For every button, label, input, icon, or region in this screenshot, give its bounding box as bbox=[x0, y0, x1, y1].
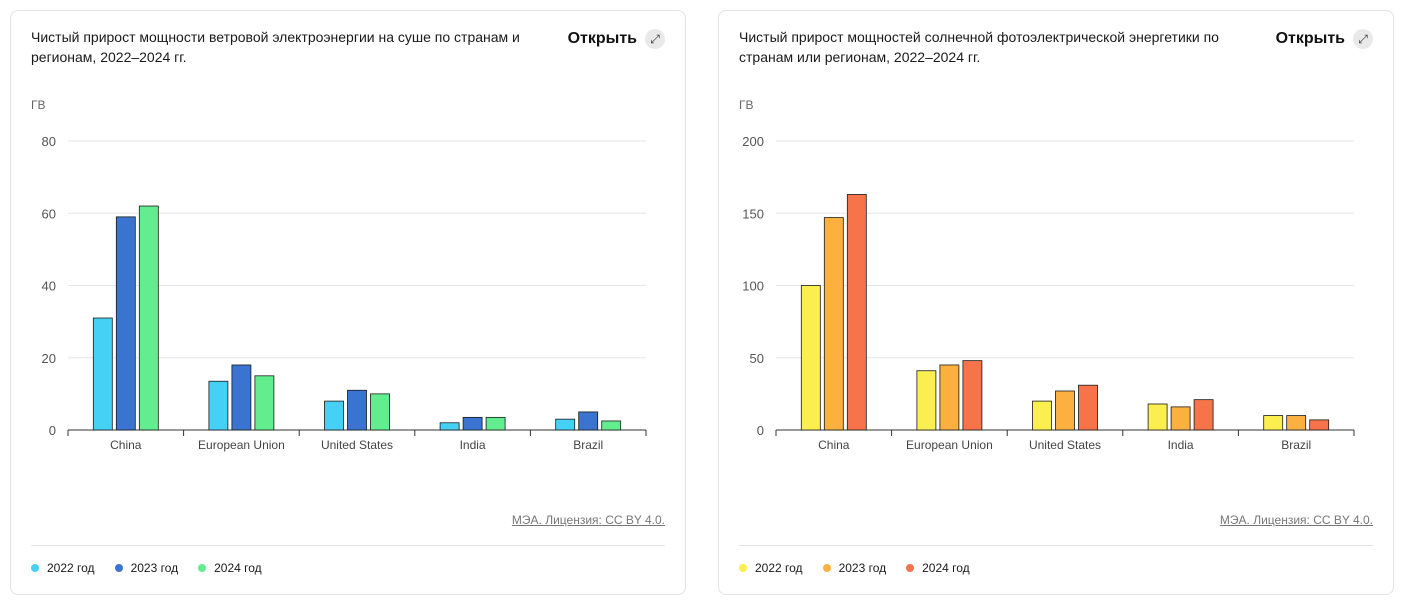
divider bbox=[31, 545, 665, 546]
bar bbox=[962, 360, 983, 431]
y-tick-label: 80 bbox=[42, 134, 56, 149]
legend-item-2023[interactable]: 2023 год bbox=[822, 561, 887, 575]
x-tick-label: India bbox=[1168, 438, 1194, 452]
legend: 2022 год 2023 год 2024 год bbox=[739, 561, 970, 575]
wind-bar-chart: ГВ 0 20 40 60 80 China European Union United Sta… bbox=[31, 98, 647, 452]
bar bbox=[462, 416, 483, 431]
bar bbox=[800, 285, 821, 431]
legend-dot bbox=[114, 564, 123, 572]
legend-label: 2023 год bbox=[130, 561, 179, 575]
y-tick-label: 50 bbox=[750, 351, 764, 366]
divider bbox=[739, 545, 1373, 546]
bar bbox=[555, 418, 576, 431]
bar bbox=[1286, 415, 1307, 431]
legend-dot bbox=[739, 564, 747, 572]
x-tick-label: United States bbox=[321, 438, 393, 452]
y-tick-label: 200 bbox=[742, 134, 764, 149]
bar bbox=[439, 422, 460, 431]
y-tick-label: 150 bbox=[742, 206, 764, 221]
bar bbox=[485, 416, 506, 431]
bar bbox=[1147, 403, 1168, 431]
open-button-label: Открыть bbox=[1275, 30, 1345, 47]
bar bbox=[1309, 419, 1330, 431]
legend-label: 2023 год bbox=[838, 561, 887, 575]
bar bbox=[601, 420, 622, 431]
bar bbox=[1078, 384, 1098, 431]
legend-dot bbox=[198, 564, 207, 572]
y-tick-label: 40 bbox=[42, 279, 56, 294]
legend-dot bbox=[906, 564, 915, 572]
bar bbox=[846, 194, 867, 431]
y-axis-label: ГВ bbox=[31, 98, 46, 112]
y-tick-label: 100 bbox=[742, 279, 764, 294]
bar bbox=[1170, 406, 1191, 431]
expand-icon: ⤢ bbox=[645, 29, 665, 49]
bar bbox=[208, 380, 229, 431]
chart-title: Чистый прирост мощностей солнечной фотоэ… bbox=[739, 29, 1219, 65]
x-tick-label: Brazil bbox=[1281, 438, 1311, 452]
x-tick-label: India bbox=[460, 438, 486, 452]
bar bbox=[1263, 415, 1284, 431]
y-tick-label: 0 bbox=[757, 423, 764, 438]
x-tick-label: Brazil bbox=[573, 438, 603, 452]
bar bbox=[324, 400, 344, 431]
legend-label: 2024 год bbox=[214, 561, 262, 575]
y-tick-label: 20 bbox=[42, 351, 56, 366]
expand-icon: ⤢ bbox=[1353, 29, 1373, 49]
legend-label: 2022 год bbox=[47, 561, 95, 575]
legend-item-2022[interactable]: 2022 год bbox=[31, 561, 95, 575]
y-tick-label: 60 bbox=[42, 206, 56, 221]
chart-title: Чистый прирост мощности ветровой электро… bbox=[31, 29, 520, 65]
legend-item-2023[interactable]: 2023 год bbox=[114, 561, 179, 575]
bar bbox=[1193, 399, 1214, 431]
bar bbox=[823, 217, 844, 431]
legend-label: 2024 год bbox=[922, 561, 970, 575]
open-button[interactable]: Открыть ⤢ bbox=[1276, 27, 1373, 51]
bar bbox=[939, 364, 960, 431]
legend-label: 2022 год bbox=[755, 561, 803, 575]
bar bbox=[370, 393, 390, 431]
x-tick-label: United States bbox=[1029, 438, 1101, 452]
bar bbox=[115, 216, 136, 431]
bar bbox=[347, 389, 367, 431]
x-tick-label: European Union bbox=[906, 438, 993, 452]
open-button[interactable]: Открыть ⤢ bbox=[568, 27, 665, 51]
bar bbox=[231, 364, 252, 431]
bar bbox=[1032, 400, 1052, 431]
legend-dot bbox=[822, 564, 831, 572]
bar bbox=[578, 411, 599, 431]
legend-dot bbox=[31, 564, 39, 572]
legend: 2022 год 2023 год 2024 год bbox=[31, 561, 262, 575]
bar bbox=[138, 205, 159, 431]
open-button-label: Открыть bbox=[567, 30, 637, 47]
source-link[interactable]: МЭА. Лицензия: CC BY 4.0. bbox=[1219, 513, 1373, 527]
y-axis-label: ГВ bbox=[739, 98, 754, 112]
bar bbox=[916, 370, 937, 431]
legend-item-2022[interactable]: 2022 год bbox=[739, 561, 803, 575]
bar bbox=[254, 375, 275, 431]
y-tick-label: 0 bbox=[49, 423, 56, 438]
x-tick-label: European Union bbox=[198, 438, 285, 452]
solar-chart-card: Чистый прирост мощностей солнечной фотоэ… bbox=[718, 10, 1394, 595]
source-link[interactable]: МЭА. Лицензия: CC BY 4.0. bbox=[511, 513, 665, 527]
legend-item-2024[interactable]: 2024 год bbox=[198, 561, 262, 575]
wind-chart-card: Чистый прирост мощности ветровой электро… bbox=[10, 10, 686, 595]
x-tick-label: China bbox=[110, 438, 142, 452]
bar bbox=[92, 317, 113, 431]
bar bbox=[1055, 390, 1075, 431]
solar-bar-chart: ГВ 0 50 100 150 200 China European Union United … bbox=[739, 98, 1355, 452]
legend-item-2024[interactable]: 2024 год bbox=[906, 561, 970, 575]
x-tick-label: China bbox=[818, 438, 850, 452]
